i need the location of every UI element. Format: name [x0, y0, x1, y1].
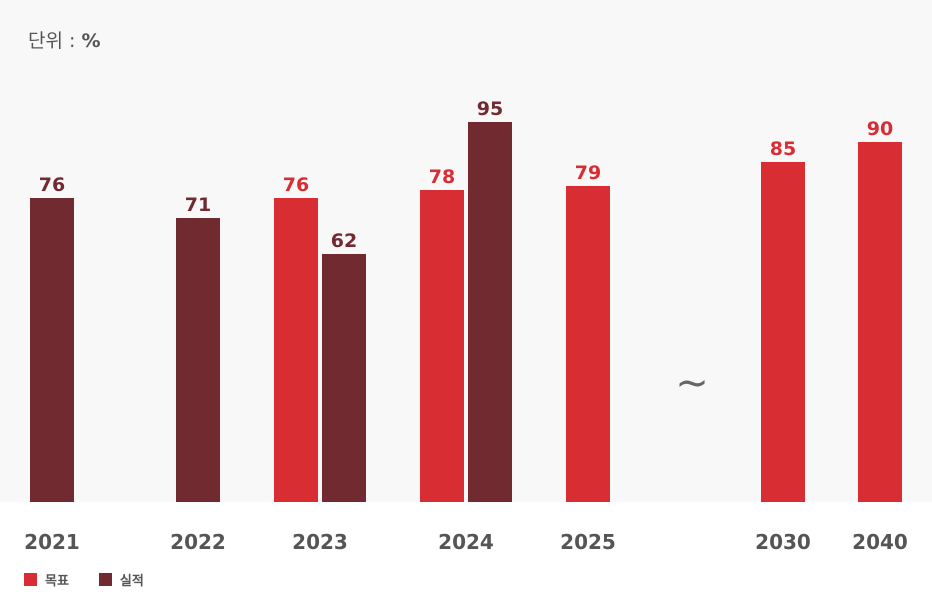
value-label-2021-actual: 76	[39, 174, 65, 196]
legend-label-target: 목표	[45, 574, 69, 589]
legend-swatch-actual	[98, 573, 112, 586]
x-tick-label-2024: 2024	[438, 530, 494, 554]
value-label-2030-target: 85	[770, 138, 796, 160]
legend-label-actual: 실적	[119, 574, 144, 589]
axis-break-marker: ~	[675, 360, 709, 406]
value-label-2023-target: 76	[283, 174, 309, 196]
legend-swatch-target	[24, 573, 37, 586]
unit-label: 단위 : %	[28, 26, 101, 53]
value-label-2024-target: 78	[429, 166, 455, 188]
legend-item-target: 목표	[24, 570, 69, 589]
value-label-2023-actual: 62	[331, 230, 357, 252]
legend: 목표 실적	[24, 570, 174, 589]
x-tick-label-2025: 2025	[560, 530, 616, 554]
bar-2025-target	[566, 186, 610, 502]
x-tick-label-2023: 2023	[292, 530, 348, 554]
bar-2024-target	[420, 190, 464, 502]
bar-2040-target	[858, 142, 902, 502]
bar-2030-target	[761, 162, 805, 502]
bar-2023-target	[274, 198, 318, 502]
x-tick-label-2021: 2021	[24, 530, 80, 554]
legend-item-actual: 실적	[98, 570, 144, 589]
unit-prefix: 단위 :	[28, 30, 82, 52]
value-label-2024-actual: 95	[477, 98, 503, 120]
unit-value: %	[81, 30, 101, 52]
value-label-2025-target: 79	[575, 162, 601, 184]
x-tick-label-2022: 2022	[170, 530, 226, 554]
bar-2024-actual	[468, 122, 512, 502]
bar-2023-actual	[322, 254, 366, 502]
value-label-2040-target: 90	[867, 118, 893, 140]
x-tick-label-2040: 2040	[852, 530, 908, 554]
bar-2021-actual	[30, 198, 74, 502]
value-label-2022-actual: 71	[185, 194, 211, 216]
bar-2022-actual	[176, 218, 220, 502]
x-tick-label-2030: 2030	[755, 530, 811, 554]
